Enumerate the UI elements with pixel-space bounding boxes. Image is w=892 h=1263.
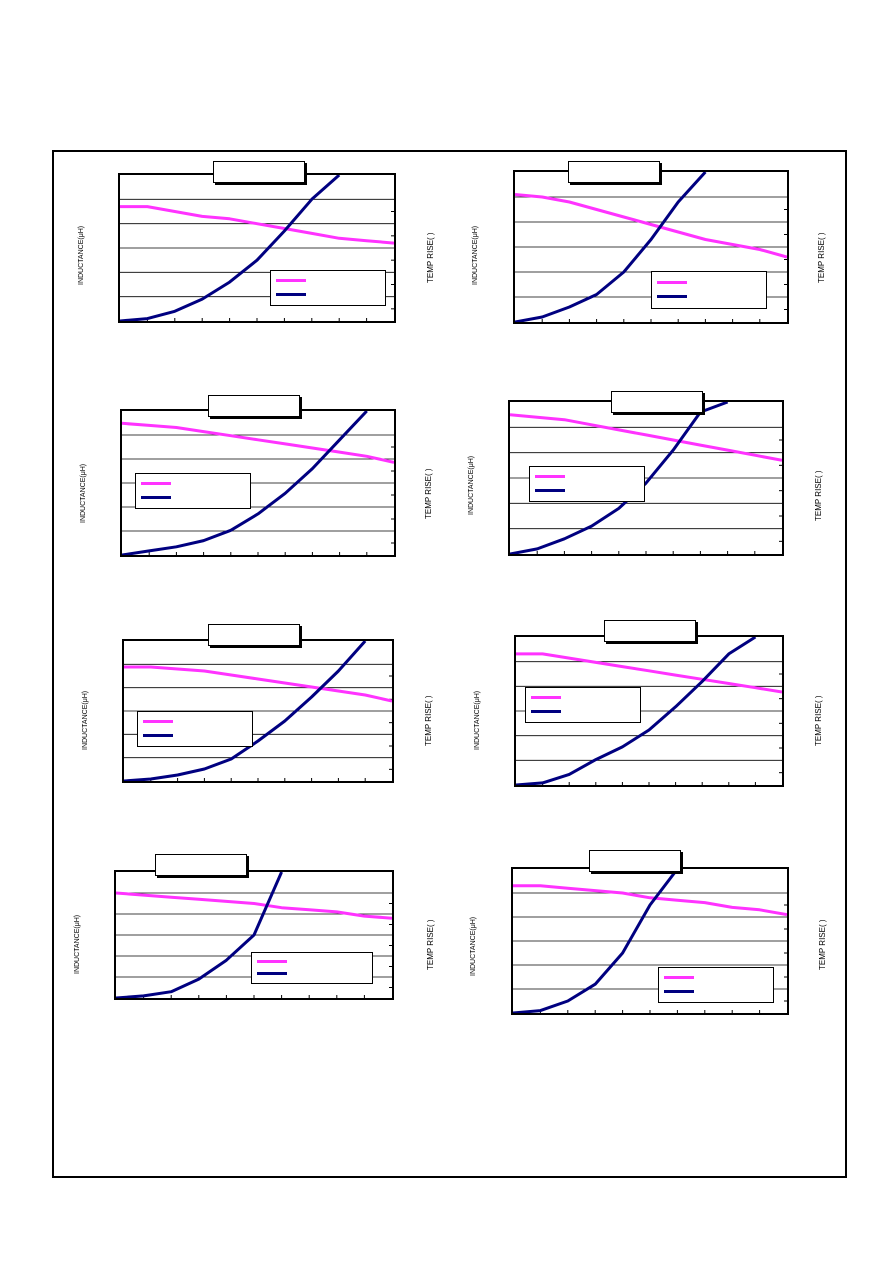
y2-axis-label: TEMP RISE( ) xyxy=(814,695,823,746)
chart-7-title-box xyxy=(155,854,247,876)
y-axis-label: INDUCTANCE(μH) xyxy=(470,916,477,976)
series-line-temp-rise xyxy=(516,637,757,785)
chart-8-svg xyxy=(513,869,787,1013)
legend-swatch-inductance xyxy=(141,482,171,486)
legend-swatch-temp-rise xyxy=(143,733,173,737)
legend-swatch-temp-rise xyxy=(657,294,687,298)
y-axis-label: INDUCTANCE(μH) xyxy=(474,690,481,750)
series-line-temp-rise xyxy=(122,411,368,555)
chart-5-title-box xyxy=(208,624,300,646)
chart-6-legend xyxy=(525,687,641,723)
series-line-temp-rise xyxy=(513,869,679,1013)
chart-1-title-box xyxy=(213,161,305,183)
chart-3-title-box xyxy=(208,395,300,417)
chart-8-legend xyxy=(658,967,774,1003)
figure-frame xyxy=(52,150,847,1178)
legend-swatch-inductance xyxy=(257,959,287,963)
legend-swatch-inductance xyxy=(535,475,565,479)
series-line-inductance xyxy=(116,891,392,920)
legend-swatch-temp-rise xyxy=(141,495,171,499)
legend-swatch-inductance xyxy=(143,720,173,724)
series-line-inductance xyxy=(515,193,787,259)
chart-8-title-box xyxy=(589,850,681,872)
legend-swatch-temp-rise xyxy=(531,709,561,713)
legend-swatch-temp-rise xyxy=(257,971,287,975)
chart-1-legend xyxy=(270,270,386,306)
chart-1-svg xyxy=(120,175,394,321)
series-line-inductance xyxy=(122,421,394,464)
chart-4-legend xyxy=(529,466,645,502)
legend-swatch-inductance xyxy=(276,279,306,283)
series-line-temp-rise xyxy=(120,175,341,321)
y-axis-label: INDUCTANCE(μH) xyxy=(468,455,475,515)
chart-7-legend xyxy=(251,952,373,984)
y-axis-label: INDUCTANCE(μH) xyxy=(82,690,89,750)
chart-4-title-box xyxy=(611,391,703,413)
y2-axis-label: TEMP RISE( ) xyxy=(426,232,435,283)
chart-3-legend xyxy=(135,473,251,509)
series-line-inductance xyxy=(516,652,782,694)
chart-2-title-box xyxy=(568,161,660,183)
series-line-temp-rise xyxy=(116,872,283,998)
chart-5-legend xyxy=(137,711,253,747)
y2-axis-label: TEMP RISE( ) xyxy=(424,468,433,519)
legend-swatch-inductance xyxy=(664,976,694,980)
y-axis-label: INDUCTANCE(μH) xyxy=(74,914,81,974)
y2-axis-label: TEMP RISE( ) xyxy=(817,232,826,283)
series-line-inductance xyxy=(124,665,392,703)
series-line-inductance xyxy=(120,205,394,245)
series-line-temp-rise xyxy=(124,641,367,781)
series-line-temp-rise xyxy=(515,172,707,322)
legend-swatch-temp-rise xyxy=(276,292,306,296)
y2-axis-label: TEMP RISE( ) xyxy=(814,470,823,521)
chart-6-title-box xyxy=(604,620,696,642)
legend-swatch-temp-rise xyxy=(664,989,694,993)
y2-axis-label: TEMP RISE( ) xyxy=(426,919,435,970)
legend-swatch-temp-rise xyxy=(535,488,565,492)
legend-swatch-inductance xyxy=(657,280,687,284)
y-axis-label: INDUCTANCE(μH) xyxy=(472,225,479,285)
series-line-inductance xyxy=(513,884,787,917)
y2-axis-label: TEMP RISE( ) xyxy=(818,919,827,970)
y-axis-label: INDUCTANCE(μH) xyxy=(78,225,85,285)
y2-axis-label: TEMP RISE( ) xyxy=(424,695,433,746)
y-axis-label: INDUCTANCE(μH) xyxy=(80,463,87,523)
chart-2-svg xyxy=(515,172,787,322)
chart-4-svg xyxy=(510,402,782,554)
chart-2-legend xyxy=(651,271,767,309)
legend-swatch-inductance xyxy=(531,696,561,700)
series-line-temp-rise xyxy=(510,402,729,554)
series-line-inductance xyxy=(510,413,782,462)
